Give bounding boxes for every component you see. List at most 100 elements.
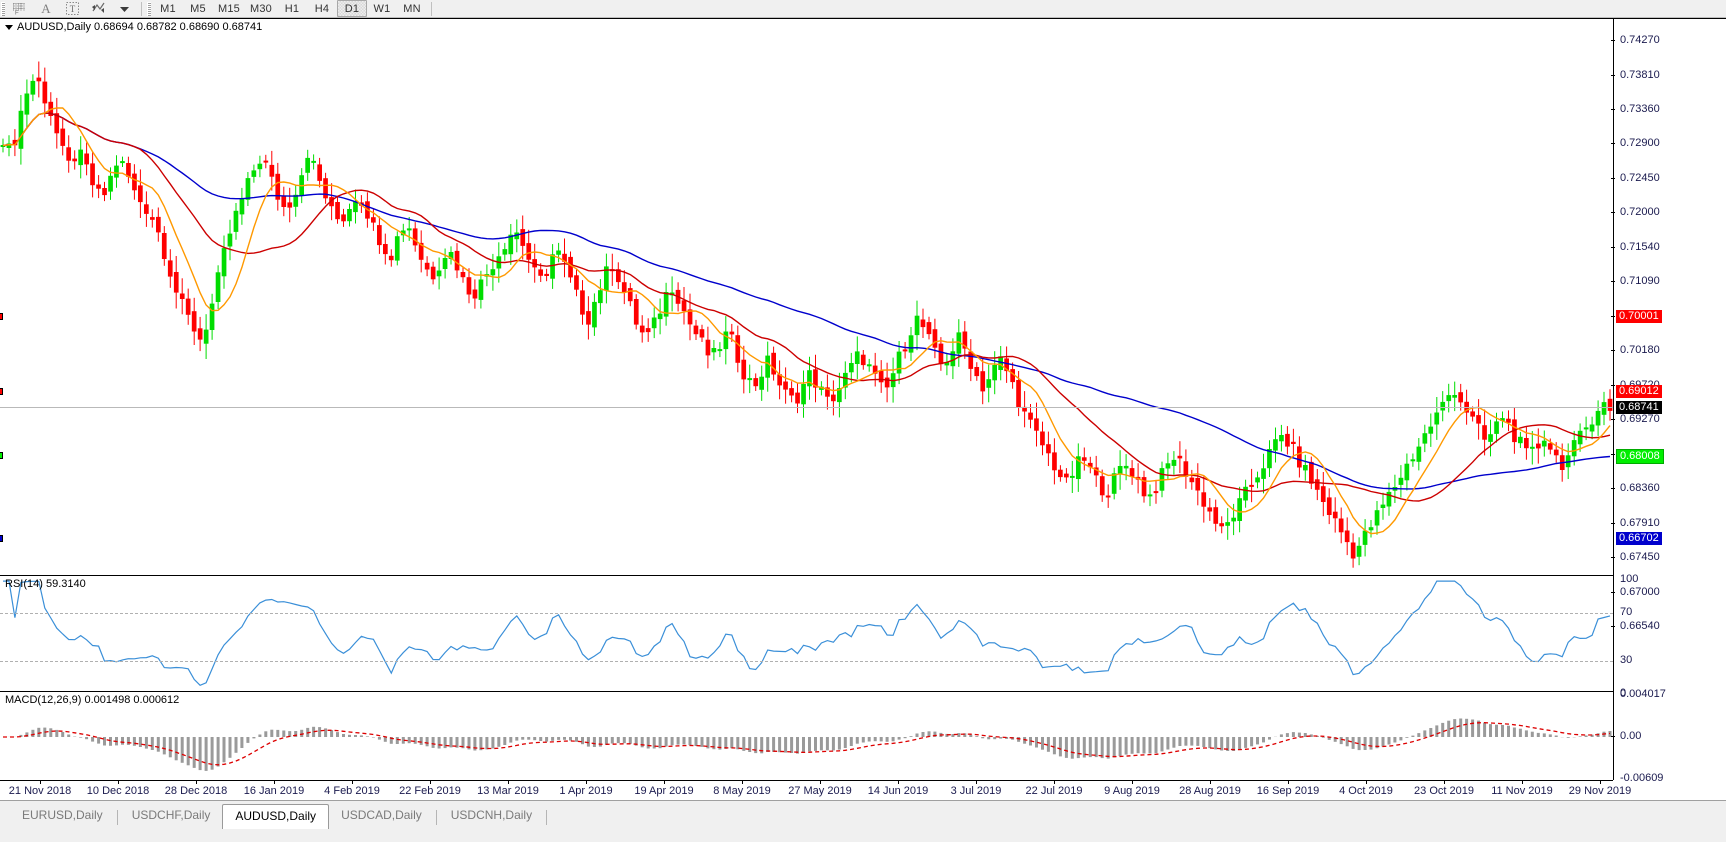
price-tick	[1611, 212, 1615, 213]
time-tick	[40, 781, 41, 784]
timeframe-m30[interactable]: M30	[250, 2, 272, 15]
macd-series	[3, 718, 1612, 771]
symbol-ohlc-label: AUDUSD,Daily 0.68694 0.68782 0.68690 0.6…	[5, 21, 262, 33]
drawing-tools-icon[interactable]	[85, 0, 111, 17]
rsi-axis-label: 0	[1620, 687, 1627, 699]
price-plot-area[interactable]	[0, 19, 1613, 575]
price-axis-label: 0.73810	[1620, 69, 1660, 81]
price-tick	[1611, 523, 1615, 524]
time-tick	[1366, 781, 1367, 784]
rsi-series	[3, 580, 1611, 687]
time-axis-label: 14 Jun 2019	[867, 785, 929, 797]
toolbar-separator-2	[431, 1, 432, 16]
macd-plot-area[interactable]	[0, 692, 1613, 781]
collapse-arrow-icon[interactable]	[5, 24, 13, 30]
time-axis-label: 22 Jul 2019	[1025, 785, 1083, 797]
timeframe-d1[interactable]: D1	[337, 0, 367, 17]
price-tick	[1611, 143, 1615, 144]
time-axis[interactable]: 21 Nov 2018 10 Dec 2018 28 Dec 2018 16 Jan …	[0, 780, 1631, 800]
price-tick	[1611, 40, 1615, 41]
time-axis-label: 16 Jan 2019	[243, 785, 305, 797]
price-axis-label: 0.67450	[1620, 551, 1660, 563]
price-badge-current-price[interactable]: 0.68741	[1616, 401, 1662, 414]
rsi-plot-area[interactable]	[0, 576, 1613, 691]
time-axis-label: 16 Sep 2019	[1256, 785, 1320, 797]
price-axis-label: 0.72450	[1620, 172, 1660, 184]
price-tick	[1611, 247, 1615, 248]
rsi-level-30	[0, 661, 1613, 662]
price-tick	[1611, 454, 1615, 455]
time-tick	[430, 781, 431, 784]
price-tick	[1611, 419, 1615, 420]
time-axis-label: 8 May 2019	[713, 785, 771, 797]
price-tick	[1611, 557, 1615, 558]
text-box-icon[interactable]: T	[59, 0, 85, 17]
macd-axis-label: 0.004017	[1620, 688, 1666, 700]
time-axis-label: 9 Aug 2019	[1104, 785, 1160, 797]
timeframe-h1[interactable]: H1	[284, 2, 300, 15]
price-axis-label: 0.73360	[1620, 103, 1660, 115]
timeframe-m1[interactable]: M1	[160, 2, 176, 15]
rsi-axis-label: 70	[1620, 606, 1633, 618]
tab-usdcad-daily[interactable]: USDCAD,Daily	[341, 808, 422, 822]
tab-divider-2	[435, 810, 437, 825]
time-tick	[976, 781, 977, 784]
time-tick	[820, 781, 821, 784]
timeframe-h4[interactable]: H4	[314, 2, 330, 15]
main-toolbar: F A T M1 M5 M15 M30 H1 H4 D1 W1 MN	[0, 0, 1726, 18]
price-badge-support-0667[interactable]: 0.66702	[1616, 532, 1662, 545]
crosshair-icon[interactable]: F	[7, 0, 33, 17]
time-tick	[1054, 781, 1055, 784]
time-axis-label: 28 Dec 2018	[164, 785, 228, 797]
timeframe-w1[interactable]: W1	[373, 2, 391, 15]
svg-text:T: T	[69, 4, 75, 14]
price-badge-resistance-069[interactable]: 0.69012	[1616, 385, 1662, 398]
macd-axis-label: -0.00609	[1620, 772, 1664, 784]
chart-window[interactable]: AUDUSD,Daily 0.68694 0.68782 0.68690 0.6…	[0, 18, 1726, 800]
price-tick	[1611, 178, 1615, 179]
price-tick	[1611, 592, 1615, 593]
price-axis-label: 0.70180	[1620, 344, 1660, 356]
timeframe-m5[interactable]: M5	[190, 2, 206, 15]
symbol-text: AUDUSD,Daily 0.68694 0.68782 0.68690 0.6…	[17, 21, 263, 33]
tab-eurusd-daily[interactable]: EURUSD,Daily	[22, 808, 103, 822]
timeframe-grip[interactable]	[147, 1, 151, 16]
tab-usdcnh-daily[interactable]: USDCNH,Daily	[450, 808, 533, 822]
price-badge-support-068[interactable]: 0.68008	[1616, 449, 1664, 464]
toolbar-separator	[141, 1, 142, 16]
price-axis-label: 0.72900	[1620, 137, 1660, 149]
time-tick	[742, 781, 743, 784]
svg-text:F: F	[15, 11, 19, 16]
time-tick	[1522, 781, 1523, 784]
tab-audusd-daily[interactable]: AUDUSD,Daily	[222, 804, 330, 829]
price-axis-label: 0.72000	[1620, 206, 1660, 218]
time-tick	[352, 781, 353, 784]
price-tick	[1611, 281, 1615, 282]
price-badge-resistance-070[interactable]: 0.70001	[1616, 310, 1662, 323]
rsi-pane[interactable]: RSI(14) 59.3140	[0, 575, 1726, 691]
timeframe-mn[interactable]: MN	[403, 2, 421, 15]
time-axis-label: 28 Aug 2019	[1179, 785, 1241, 797]
toolbar-grip[interactable]	[1, 1, 5, 16]
rsi-axis-label: 100	[1620, 573, 1639, 585]
price-axis-label: 0.74270	[1620, 34, 1660, 46]
price-tick	[1611, 109, 1615, 110]
text-label-icon[interactable]: A	[41, 0, 51, 16]
macd-axis-label: 0.00	[1620, 730, 1642, 742]
price-axis-label: 0.71540	[1620, 241, 1660, 253]
time-tick	[508, 781, 509, 784]
macd-pane[interactable]: MACD(12,26,9) 0.001498 0.000612	[0, 691, 1726, 781]
time-tick	[274, 781, 275, 784]
chart-tabs-bar[interactable]: EURUSD,Daily USDCHF,Daily AUDUSD,Daily U…	[0, 800, 1726, 842]
tab-usdchf-daily[interactable]: USDCHF,Daily	[131, 808, 211, 822]
dropdown-arrow-icon[interactable]	[111, 0, 137, 17]
time-axis-label: 29 Nov 2019	[1568, 785, 1632, 797]
time-axis-label: 22 Feb 2019	[399, 785, 461, 797]
timeframe-m15[interactable]: M15	[218, 2, 240, 15]
time-tick	[664, 781, 665, 784]
current-price-line	[0, 407, 1613, 408]
time-tick	[1444, 781, 1445, 784]
price-pane[interactable]: AUDUSD,Daily 0.68694 0.68782 0.68690 0.6…	[0, 19, 1726, 575]
time-tick	[1132, 781, 1133, 784]
price-axis[interactable]: 0.74270 0.73810 0.73360 0.72900 0.72450 0.720…	[1611, 19, 1726, 784]
